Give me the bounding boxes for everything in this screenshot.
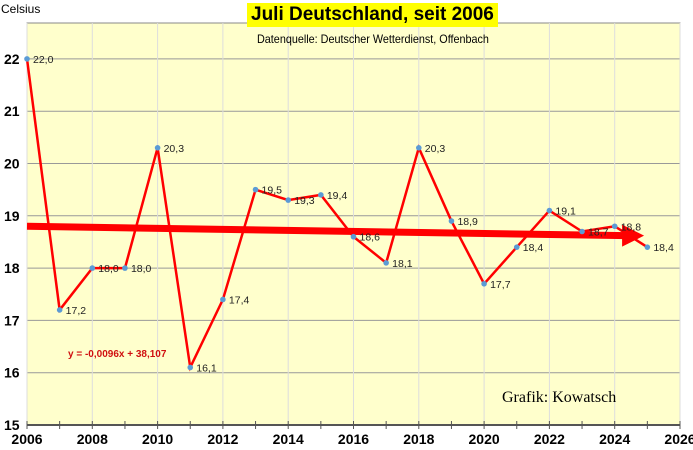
x-tick-label: 2026 [664, 431, 693, 447]
data-point [24, 56, 30, 62]
y-tick-label: 17 [4, 312, 20, 328]
data-point [513, 244, 520, 250]
chart-title: Juli Deutschland, seit 2006 [247, 3, 498, 27]
x-tick-label: 2016 [338, 431, 369, 447]
data-point [89, 265, 96, 271]
y-tick-label: 19 [4, 208, 20, 224]
data-point [252, 186, 259, 193]
trend-arrowhead [622, 224, 645, 247]
data-label: 17,4 [229, 294, 250, 306]
data-point [187, 364, 194, 371]
data-point [611, 223, 618, 230]
credit-text: Grafik: Kowatsch [502, 389, 617, 406]
data-label: 18,4 [653, 242, 674, 254]
data-label: 20,3 [164, 143, 185, 155]
x-tick-label: 2018 [403, 431, 434, 447]
data-label: 18,4 [523, 242, 544, 254]
data-label: 16,1 [196, 362, 217, 374]
x-tick-label: 2008 [77, 431, 108, 447]
data-point [448, 218, 455, 224]
data-label: 20,3 [425, 143, 446, 155]
y-tick-label: 22 [4, 51, 20, 67]
y-tick-label: 16 [4, 365, 20, 381]
chart-subtitle: Datenquelle: Deutscher Wetterdienst, Off… [257, 32, 489, 46]
data-label: 18,6 [360, 232, 381, 244]
data-point [56, 307, 63, 313]
y-tick-label: 15 [4, 417, 20, 433]
data-label: 18,7 [588, 226, 609, 238]
x-tick-label: 2022 [534, 431, 565, 447]
data-label: 18,0 [131, 263, 152, 275]
data-label: 18,9 [457, 216, 478, 228]
data-label: 18,0 [98, 263, 119, 275]
x-tick-label: 2012 [207, 431, 238, 447]
trend-equation: y = -0,0096x + 38,107 [68, 349, 167, 360]
data-point [122, 265, 128, 271]
y-tick-label: 18 [4, 260, 20, 276]
data-point [220, 296, 226, 303]
data-label: 19,1 [555, 206, 576, 218]
data-point [481, 280, 487, 287]
data-point [350, 233, 357, 240]
data-label: 17,2 [66, 305, 87, 317]
x-tick-label: 2014 [273, 431, 304, 447]
x-tick-label: 2020 [469, 431, 500, 447]
data-label: 18,8 [621, 221, 642, 233]
data-label: 17,7 [490, 279, 511, 291]
y-tick-label: 20 [4, 156, 20, 172]
x-tick-label: 2006 [11, 431, 42, 447]
x-tick-label: 2024 [599, 431, 630, 447]
data-label: 19,5 [262, 185, 283, 197]
data-point [285, 197, 292, 203]
series-line [25, 58, 649, 372]
data-point [318, 192, 324, 198]
data-point [644, 244, 651, 250]
data-label: 18,1 [392, 258, 413, 270]
data-label: 19,3 [294, 195, 315, 207]
trend-line [26, 222, 627, 240]
data-point [546, 207, 553, 214]
x-tick-label: 2010 [142, 431, 173, 447]
data-label: 19,4 [327, 190, 348, 202]
y-tick-label: 21 [4, 103, 20, 119]
data-label: 22,0 [33, 54, 54, 66]
y-axis-label: Celsius [1, 2, 41, 16]
data-point [383, 260, 389, 266]
data-point [416, 145, 422, 151]
data-point [579, 228, 585, 235]
data-point [154, 145, 161, 151]
